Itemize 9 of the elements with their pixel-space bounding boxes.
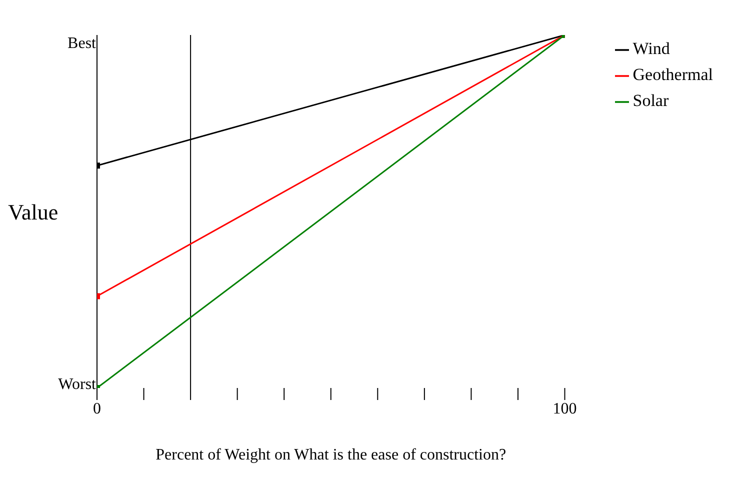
legend-label: Solar bbox=[632, 91, 669, 110]
y-axis-title: Value bbox=[8, 199, 58, 224]
x-tick-label: 100 bbox=[552, 400, 577, 418]
x-axis-title: Percent of Weight on What is the ease of construction? bbox=[156, 446, 506, 464]
x-tick-label: 0 bbox=[93, 400, 101, 418]
text: Best bbox=[66, 35, 96, 53]
text: Worst bbox=[57, 376, 96, 394]
legend-label: Wind bbox=[632, 39, 670, 58]
legend-label: Geothermal bbox=[632, 65, 713, 84]
